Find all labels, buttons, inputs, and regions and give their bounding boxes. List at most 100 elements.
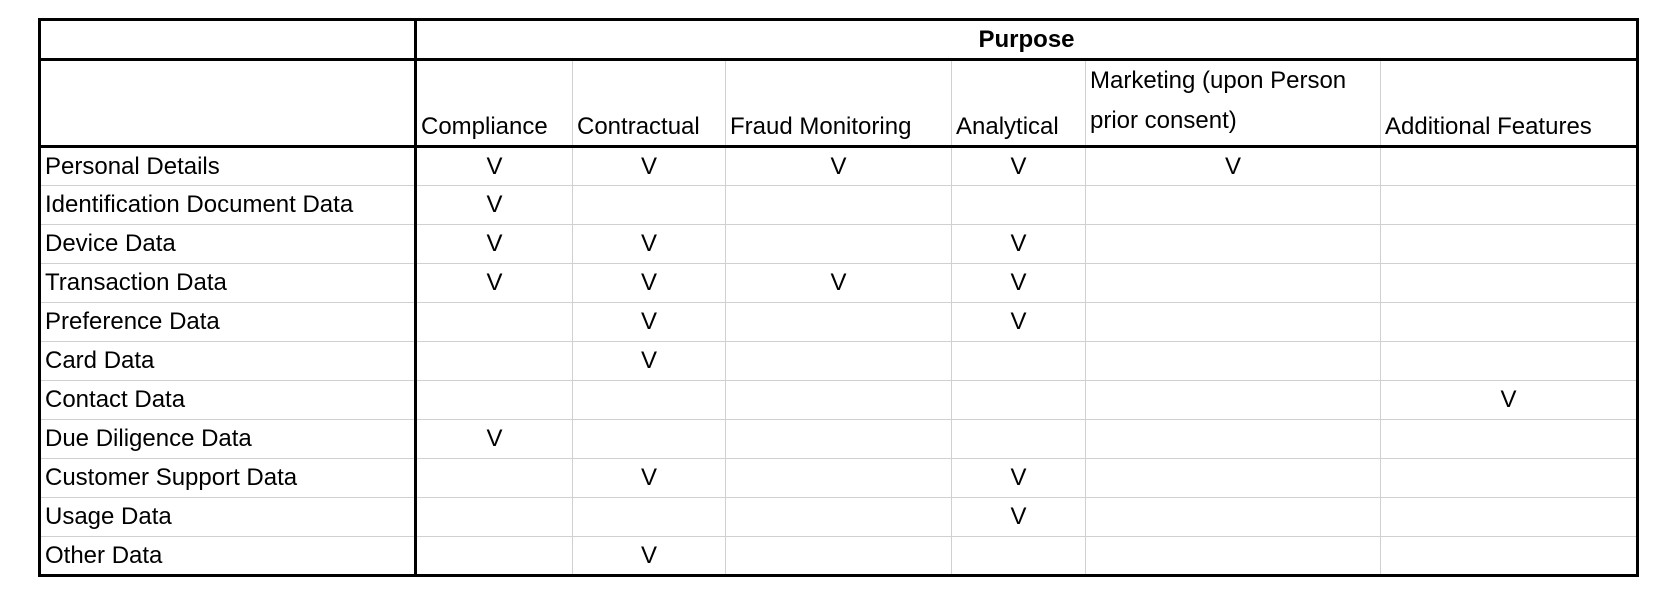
check-cell [951, 380, 1086, 420]
table-row: Personal Details V V V V V [38, 146, 1639, 186]
check-cell [725, 224, 952, 264]
check-cell [572, 497, 726, 537]
check-cell [951, 341, 1086, 381]
check-cell [415, 302, 573, 342]
check-cell [1380, 536, 1639, 577]
column-header: Compliance [415, 59, 573, 148]
row-label: Device Data [38, 224, 417, 264]
check-cell: V [951, 263, 1086, 303]
row-header-blank [38, 59, 417, 148]
check-cell: V [415, 263, 573, 303]
table-row: Customer Support Data V V [38, 458, 1639, 498]
check-cell: V [1085, 146, 1381, 186]
check-cell: V [415, 146, 573, 186]
table-row: Due Diligence Data V [38, 419, 1639, 459]
row-label: Due Diligence Data [38, 419, 417, 459]
check-cell [725, 458, 952, 498]
purpose-group-header: Purpose [415, 18, 1639, 61]
table-row: Transaction Data V V V V [38, 263, 1639, 303]
check-cell [725, 185, 952, 225]
check-cell [1380, 458, 1639, 498]
check-cell [415, 380, 573, 420]
check-cell: V [725, 263, 952, 303]
check-cell [415, 458, 573, 498]
check-cell [1085, 185, 1381, 225]
check-cell [1380, 302, 1639, 342]
table-row: Identification Document Data V [38, 185, 1639, 225]
check-cell: V [415, 224, 573, 264]
check-cell [1380, 419, 1639, 459]
check-cell: V [572, 146, 726, 186]
column-header-row: Compliance Contractual Fraud Monitoring Ana… [38, 59, 1639, 148]
check-cell: V [951, 224, 1086, 264]
check-cell: V [572, 458, 726, 498]
check-cell [1085, 263, 1381, 303]
table-row: Usage Data V [38, 497, 1639, 537]
check-cell [725, 419, 952, 459]
check-cell: V [572, 302, 726, 342]
row-label: Identification Document Data [38, 185, 417, 225]
purpose-table: Purpose Compliance Contractual Fraud Monit… [38, 18, 1639, 577]
check-cell [1085, 458, 1381, 498]
check-cell [1085, 536, 1381, 577]
table-row: Device Data V V V [38, 224, 1639, 264]
check-cell [415, 536, 573, 577]
check-cell: V [951, 497, 1086, 537]
check-cell [951, 536, 1086, 577]
check-cell: V [951, 458, 1086, 498]
check-cell: V [415, 185, 573, 225]
row-label: Usage Data [38, 497, 417, 537]
check-cell [725, 380, 952, 420]
check-cell [415, 341, 573, 381]
row-label: Other Data [38, 536, 417, 577]
row-label: Card Data [38, 341, 417, 381]
check-cell [1380, 146, 1639, 186]
check-cell [1380, 497, 1639, 537]
column-header: Additional Features [1380, 59, 1639, 148]
row-label: Contact Data [38, 380, 417, 420]
check-cell [1380, 263, 1639, 303]
row-label: Personal Details [38, 146, 417, 186]
check-cell: V [951, 146, 1086, 186]
check-cell [572, 419, 726, 459]
check-cell: V [572, 536, 726, 577]
check-cell [951, 185, 1086, 225]
column-header: Analytical [951, 59, 1086, 148]
check-cell: V [572, 263, 726, 303]
check-cell [1380, 341, 1639, 381]
check-cell: V [951, 302, 1086, 342]
check-cell [1085, 419, 1381, 459]
check-cell [1085, 497, 1381, 537]
row-label: Transaction Data [38, 263, 417, 303]
check-cell [725, 497, 952, 537]
check-cell [1085, 380, 1381, 420]
check-cell [1380, 185, 1639, 225]
table-row: Card Data V [38, 341, 1639, 381]
check-cell [572, 185, 726, 225]
check-cell [951, 419, 1086, 459]
table-row: Other Data V [38, 536, 1639, 577]
row-label: Preference Data [38, 302, 417, 342]
check-cell: V [572, 224, 726, 264]
check-cell [572, 380, 726, 420]
column-header: Fraud Monitoring [725, 59, 952, 148]
table-row: Preference Data V V [38, 302, 1639, 342]
check-cell: V [1380, 380, 1639, 420]
column-header: Contractual [572, 59, 726, 148]
table-row: Contact Data V [38, 380, 1639, 420]
column-header: Marketing (upon Person prior consent) [1085, 59, 1381, 148]
corner-cell [38, 18, 417, 61]
check-cell [1380, 224, 1639, 264]
row-label: Customer Support Data [38, 458, 417, 498]
check-cell: V [572, 341, 726, 381]
check-cell [1085, 341, 1381, 381]
check-cell [1085, 224, 1381, 264]
check-cell [725, 302, 952, 342]
check-cell [1085, 302, 1381, 342]
check-cell: V [725, 146, 952, 186]
check-cell [725, 536, 952, 577]
check-cell: V [415, 419, 573, 459]
check-cell [725, 341, 952, 381]
group-header-row: Purpose [38, 18, 1639, 61]
check-cell [415, 497, 573, 537]
